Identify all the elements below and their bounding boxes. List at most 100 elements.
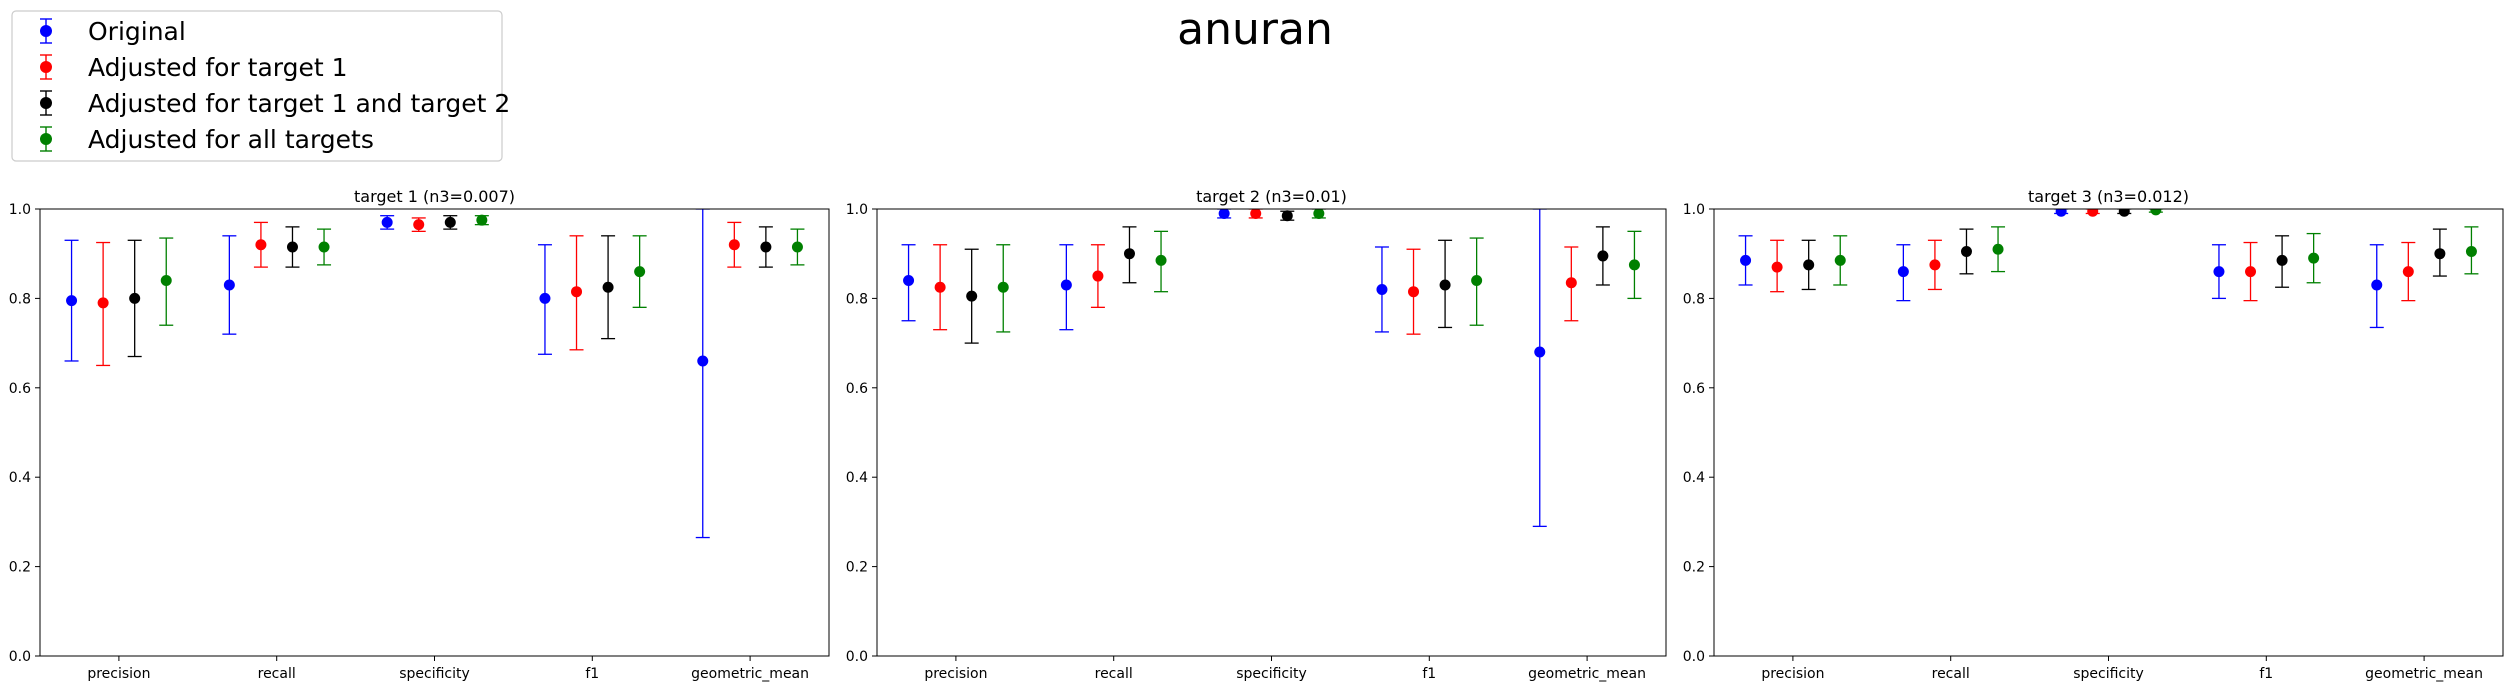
x-tick-label: precision bbox=[87, 666, 150, 682]
legend-label: Adjusted for target 1 bbox=[88, 53, 348, 82]
legend-label: Adjusted for all targets bbox=[88, 125, 374, 154]
x-tick-label: precision bbox=[924, 666, 987, 682]
data-point bbox=[255, 239, 267, 251]
y-tick-label: 0.4 bbox=[1683, 470, 1705, 486]
series-4 bbox=[159, 214, 805, 326]
data-point bbox=[444, 216, 456, 228]
y-tick-label: 0.6 bbox=[846, 381, 868, 397]
legend-marker bbox=[40, 97, 52, 109]
data-point bbox=[381, 216, 393, 228]
data-point bbox=[97, 297, 109, 309]
data-point bbox=[1408, 286, 1420, 298]
y-tick-label: 0.2 bbox=[846, 560, 868, 576]
data-point bbox=[903, 275, 915, 287]
subplot-title: target 1 (n3=0.007) bbox=[354, 187, 515, 206]
data-point bbox=[728, 239, 740, 251]
legend-marker bbox=[40, 133, 52, 145]
data-point bbox=[318, 241, 330, 253]
legend: Original Adjusted for target 1 Adjusted fo… bbox=[11, 10, 510, 162]
data-point bbox=[1155, 254, 1167, 266]
series-4 bbox=[996, 209, 1642, 333]
data-point bbox=[934, 281, 946, 293]
series-3 bbox=[1801, 209, 2447, 291]
data-point bbox=[2150, 209, 2162, 216]
x-tick-label: recall bbox=[258, 666, 296, 682]
data-point bbox=[2118, 209, 2130, 217]
axes-frame bbox=[39, 208, 830, 657]
data-point bbox=[2055, 209, 2067, 217]
data-point bbox=[476, 214, 488, 226]
subplot-title: target 2 (n3=0.01) bbox=[1196, 187, 1347, 206]
data-point bbox=[2213, 266, 2225, 278]
legend-item: Adjusted for target 1 bbox=[40, 53, 348, 82]
x-tick-label: specificity bbox=[1236, 666, 1307, 682]
data-point bbox=[1803, 259, 1815, 271]
data-point bbox=[66, 295, 78, 307]
legend-label: Adjusted for target 1 and target 2 bbox=[88, 89, 510, 118]
data-point bbox=[1929, 259, 1941, 271]
figure-title: anuran bbox=[1177, 4, 1333, 55]
data-point bbox=[2465, 245, 2477, 257]
subplot-2: target 2 (n3=0.01) 0.0 0.2 0.4 0.6 0.8 1.0 prec… bbox=[846, 187, 1667, 682]
series-2 bbox=[1770, 209, 2416, 302]
y-tick-label: 1.0 bbox=[1683, 202, 1705, 218]
data-point bbox=[1597, 250, 1609, 262]
x-tick-label: f1 bbox=[2259, 666, 2273, 682]
subplot-3: target 3 (n3=0.012) 0.0 0.2 0.4 0.6 0.8 1.0 pre… bbox=[1683, 187, 2504, 682]
data-point bbox=[602, 281, 614, 293]
x-tick-label: geometric_mean bbox=[691, 666, 809, 682]
data-point bbox=[1060, 279, 1072, 291]
y-tick-label: 0.2 bbox=[9, 560, 31, 576]
data-point bbox=[2276, 254, 2288, 266]
data-point bbox=[571, 286, 583, 298]
x-tick-label: geometric_mean bbox=[1528, 666, 1646, 682]
y-tick-label: 0.4 bbox=[846, 470, 868, 486]
series-3 bbox=[127, 215, 773, 358]
y-tick-label: 0.6 bbox=[1683, 381, 1705, 397]
data-point bbox=[1740, 254, 1752, 266]
data-point bbox=[1250, 209, 1262, 219]
data-point bbox=[1565, 277, 1577, 289]
data-point bbox=[1960, 245, 1972, 257]
axes-frame bbox=[876, 208, 1667, 657]
data-point bbox=[1534, 346, 1546, 358]
y-tick-label: 0.2 bbox=[1683, 560, 1705, 576]
plot-area bbox=[64, 209, 805, 539]
data-point bbox=[1123, 248, 1135, 260]
data-point bbox=[1218, 209, 1230, 219]
data-point bbox=[1092, 270, 1104, 282]
data-point bbox=[2087, 209, 2099, 217]
data-point bbox=[160, 275, 172, 287]
legend-item: Adjusted for all targets bbox=[40, 125, 374, 154]
x-tick-label: precision bbox=[1761, 666, 1824, 682]
axes-frame bbox=[1713, 208, 2504, 657]
legend-item: Adjusted for target 1 and target 2 bbox=[40, 89, 510, 118]
x-tick-label: specificity bbox=[399, 666, 470, 682]
subplot-title: target 3 (n3=0.012) bbox=[2028, 187, 2189, 206]
data-point bbox=[1281, 210, 1293, 222]
legend-marker bbox=[40, 61, 52, 73]
data-point bbox=[791, 241, 803, 253]
y-tick-label: 0.4 bbox=[9, 470, 31, 486]
y-tick-label: 0.6 bbox=[9, 381, 31, 397]
series-3 bbox=[964, 210, 1610, 344]
series-1 bbox=[64, 209, 710, 539]
legend-label: Original bbox=[88, 17, 186, 46]
y-tick-label: 0.8 bbox=[846, 291, 868, 307]
y-tick-label: 0.0 bbox=[846, 649, 868, 665]
data-point bbox=[1376, 283, 1388, 295]
data-point bbox=[1471, 275, 1483, 287]
x-tick-label: f1 bbox=[1422, 666, 1436, 682]
data-point bbox=[1771, 261, 1783, 273]
data-point bbox=[539, 292, 551, 304]
data-point bbox=[966, 290, 978, 302]
series-2 bbox=[96, 217, 742, 367]
data-point bbox=[1992, 243, 2004, 255]
y-tick-label: 0.8 bbox=[9, 291, 31, 307]
data-point bbox=[760, 241, 772, 253]
data-point bbox=[286, 241, 298, 253]
legend-item: Original bbox=[40, 17, 186, 46]
series-1 bbox=[1738, 209, 2384, 329]
y-tick-label: 0.0 bbox=[1683, 649, 1705, 665]
data-point bbox=[129, 292, 141, 304]
